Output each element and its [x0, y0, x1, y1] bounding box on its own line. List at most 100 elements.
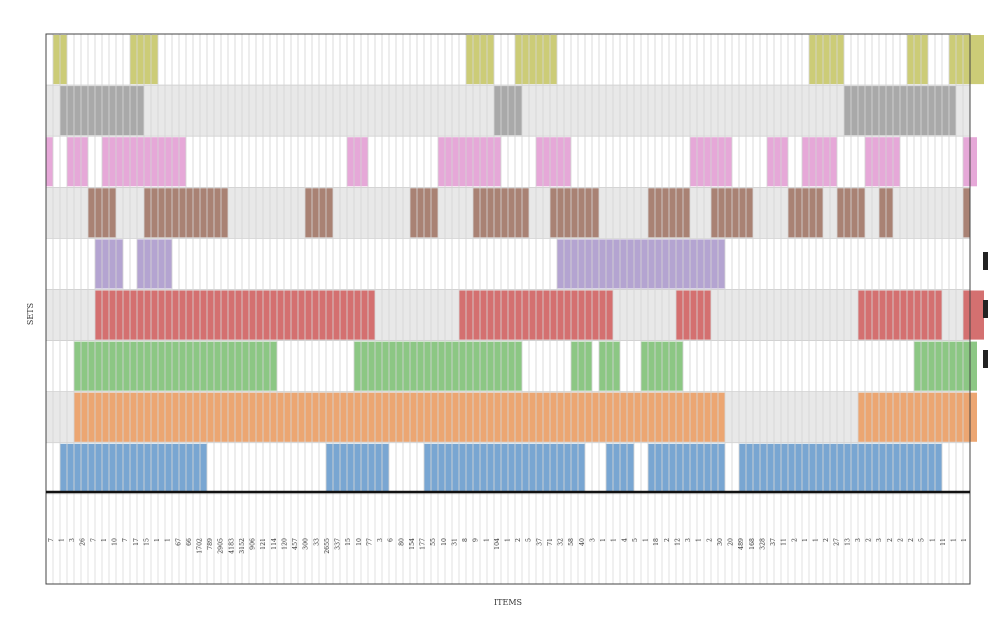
item-count-label: 15 [345, 538, 352, 546]
item-count-label: 2 [897, 538, 904, 542]
item-count-label: 1 [611, 538, 618, 542]
item-count-label: 1 [505, 538, 512, 542]
set-segment [767, 137, 788, 187]
set-segment [858, 392, 977, 442]
item-count-label: 67 [175, 538, 182, 546]
item-count-labels: 7 1 3 26 7 1 10 7 17 15 1 1 67 66 1702 789 2905 4183 3152 9… [48, 538, 968, 554]
set-segment [550, 188, 599, 238]
set-segment [571, 341, 592, 391]
item-count-label: 6 [388, 538, 395, 542]
side-mark [983, 252, 988, 270]
item-count-label: 337 [335, 538, 342, 550]
item-count-label: 33 [313, 538, 320, 546]
item-count-label: 1702 [197, 538, 204, 554]
item-count-label: 11 [781, 538, 788, 546]
item-count-label: 2 [866, 538, 873, 542]
item-count-label: 114 [271, 538, 278, 550]
item-count-label: 3 [876, 538, 883, 542]
item-count-label: 1 [154, 538, 161, 542]
item-count-label: 2655 [324, 538, 331, 554]
set-segment [914, 341, 977, 391]
item-count-label: 489 [738, 538, 745, 550]
item-count-label: 71 [547, 538, 554, 546]
set-segment [802, 137, 837, 187]
side-mark [983, 350, 988, 368]
item-count-label: 457 [292, 538, 299, 550]
item-count-label: 37 [770, 538, 777, 546]
item-count-label: 1 [58, 538, 65, 542]
item-count-label: 11 [940, 538, 947, 546]
set-segment [949, 35, 984, 85]
item-count-label: 328 [759, 538, 766, 550]
item-count-label: 120 [281, 538, 288, 550]
item-count-label: 5 [526, 538, 533, 542]
item-count-label: 3 [377, 538, 384, 542]
item-count-label: 18 [653, 538, 660, 546]
item-count-label: 40 [579, 538, 586, 546]
set-segment [67, 137, 88, 187]
item-count-label: 30 [717, 538, 724, 546]
item-count-label: 77 [366, 538, 373, 546]
item-count-label: 31 [451, 538, 458, 546]
item-count-label: 15 [143, 538, 150, 546]
item-count-label: 8 [462, 538, 469, 542]
set-segment [963, 188, 970, 238]
item-count-label: 58 [568, 538, 575, 546]
item-count-label: 5 [919, 538, 926, 542]
item-count-label: 2 [908, 538, 915, 542]
item-count-label: 1 [961, 538, 968, 542]
set-segment [74, 392, 725, 442]
item-count-label: 37 [536, 538, 543, 546]
item-count-label: 1 [696, 538, 703, 542]
item-count-label: 2 [664, 538, 671, 542]
y-axis-label: SETS [26, 303, 35, 325]
item-count-label: 7 [90, 538, 97, 542]
item-count-label: 7 [48, 538, 55, 542]
item-count-label: 10 [112, 538, 119, 546]
item-count-label: 17 [133, 538, 140, 546]
item-count-label: 27 [834, 538, 841, 546]
set-segment [599, 341, 620, 391]
set-segment [809, 35, 844, 85]
set-segment [438, 137, 501, 187]
item-count-label: 66 [186, 538, 193, 546]
item-count-label: 1 [600, 538, 607, 542]
item-count-label: 32 [558, 538, 565, 546]
set-segment [424, 443, 585, 493]
item-count-label: 3152 [239, 538, 246, 554]
item-count-label: 906 [250, 538, 257, 550]
set-segment [963, 290, 984, 340]
set-segment [60, 443, 207, 493]
item-count-label: 1 [951, 538, 958, 542]
set-segment [74, 341, 277, 391]
item-count-label: 12 [674, 538, 681, 546]
item-count-label: 177 [420, 538, 427, 550]
set-segment [648, 443, 725, 493]
item-count-label: 13 [844, 538, 851, 546]
item-count-label: 1 [802, 538, 809, 542]
item-count-label: 2 [706, 538, 713, 542]
item-count-label: 154 [409, 538, 416, 550]
set-segment [326, 443, 389, 493]
item-count-label: 1 [165, 538, 172, 542]
item-count-label: 55 [430, 538, 437, 546]
item-count-label: 121 [260, 538, 267, 550]
item-count-label: 2 [791, 538, 798, 542]
item-count-label: 3 [855, 538, 862, 542]
item-count-label: 4183 [228, 538, 235, 554]
item-count-label: 1 [813, 538, 820, 542]
item-count-label: 10 [441, 538, 448, 546]
side-mark [983, 300, 988, 318]
item-count-label: 9 [473, 538, 480, 542]
set-segment [137, 239, 172, 289]
item-count-label: 300 [303, 538, 310, 550]
item-count-label: 1 [101, 538, 108, 542]
item-count-label: 3 [589, 538, 596, 542]
item-count-label: 4 [621, 538, 628, 542]
item-count-label: 2 [515, 538, 522, 542]
item-count-label: 10 [356, 538, 363, 546]
set-segment [46, 137, 53, 187]
item-count-label: 26 [80, 538, 87, 546]
set-segment [347, 137, 368, 187]
x-axis-label: ITEMS [494, 598, 522, 607]
